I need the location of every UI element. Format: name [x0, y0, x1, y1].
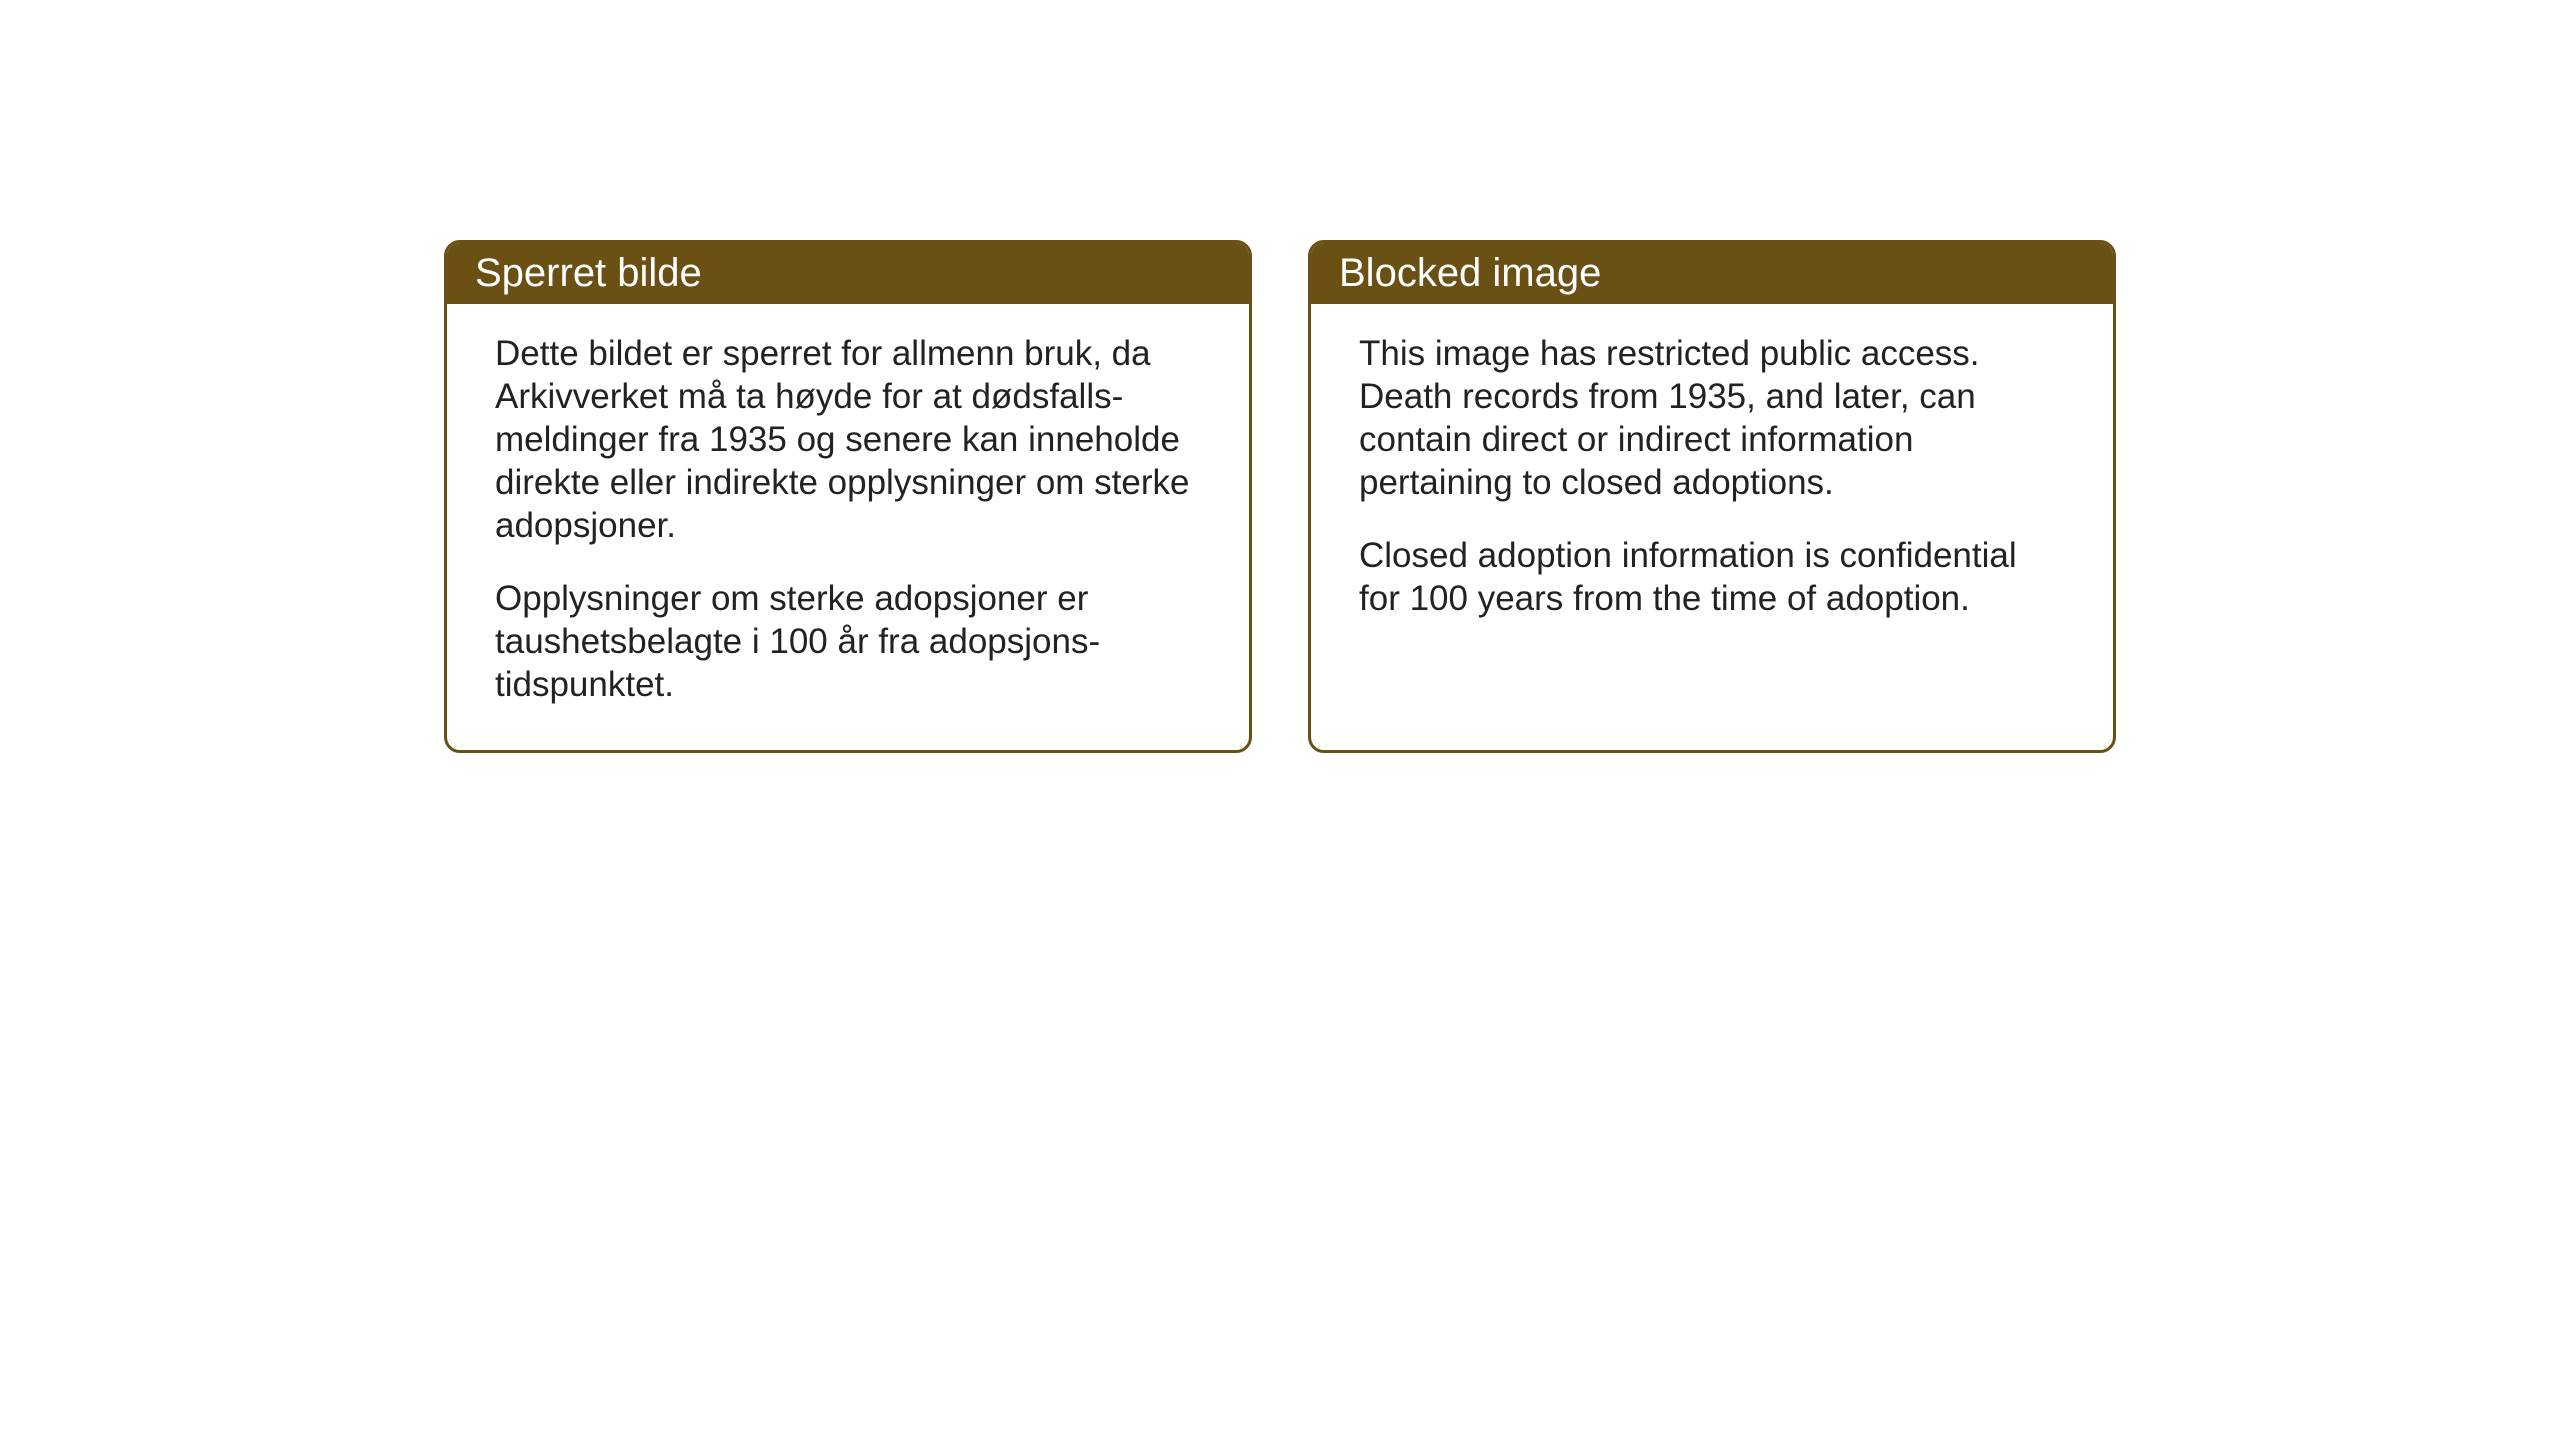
english-paragraph-1: This image has restricted public access.…: [1359, 332, 2065, 504]
norwegian-card-body: Dette bildet er sperret for allmenn bruk…: [447, 304, 1249, 750]
cards-container: Sperret bilde Dette bildet er sperret fo…: [444, 240, 2116, 753]
english-card: Blocked image This image has restricted …: [1308, 240, 2116, 753]
english-card-title: Blocked image: [1339, 251, 1601, 295]
norwegian-paragraph-1: Dette bildet er sperret for allmenn bruk…: [495, 332, 1201, 547]
english-card-header: Blocked image: [1311, 243, 2113, 304]
norwegian-card: Sperret bilde Dette bildet er sperret fo…: [444, 240, 1252, 753]
english-paragraph-2: Closed adoption information is confident…: [1359, 534, 2065, 620]
norwegian-paragraph-2: Opplysninger om sterke adopsjoner er tau…: [495, 577, 1201, 706]
norwegian-card-header: Sperret bilde: [447, 243, 1249, 304]
english-card-body: This image has restricted public access.…: [1311, 304, 2113, 664]
norwegian-card-title: Sperret bilde: [475, 251, 702, 295]
